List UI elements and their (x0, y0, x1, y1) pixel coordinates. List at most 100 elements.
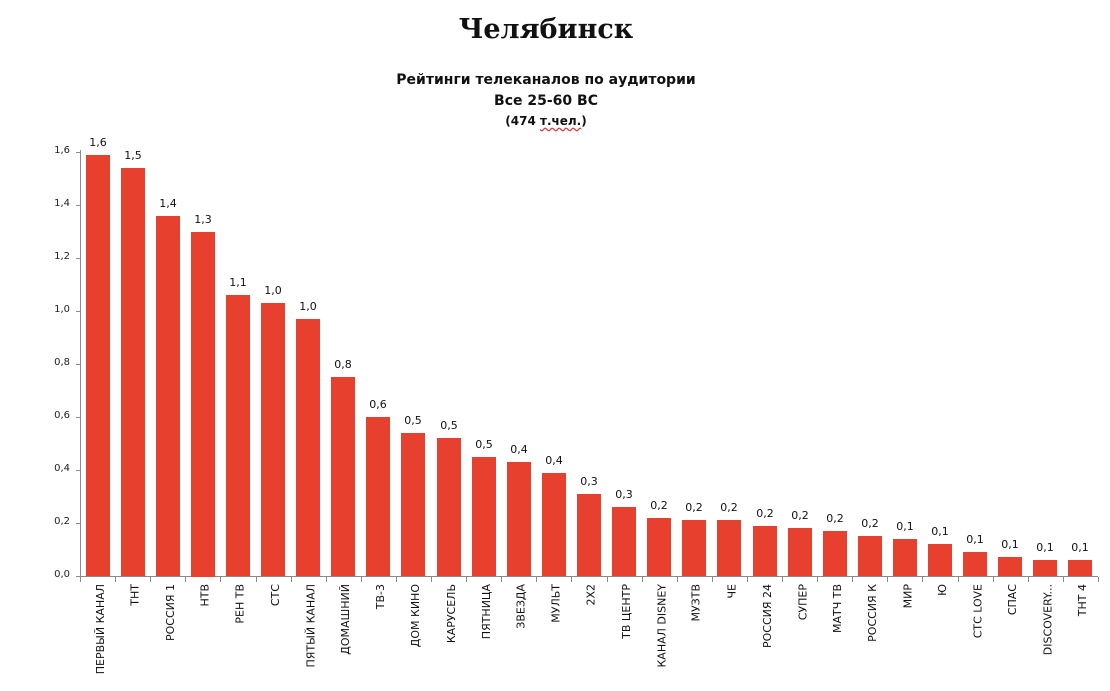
data-label: 0,2 (720, 501, 738, 514)
data-label: 0,5 (475, 438, 493, 451)
x-tick (677, 577, 678, 582)
x-tick (361, 577, 362, 582)
x-tick (817, 577, 818, 582)
bar (963, 552, 987, 576)
chart-subtitle-line2: Все 25-60 ВС (494, 93, 598, 109)
data-label: 0,2 (756, 507, 774, 520)
bar (121, 168, 145, 576)
x-tick (1098, 577, 1099, 582)
y-tick-label: 0,8 (54, 357, 70, 368)
x-category-label-wrap: МУЛЬТ (544, 584, 564, 689)
y-tick-label: 0,6 (54, 410, 70, 421)
bar (788, 528, 812, 576)
y-axis-line (80, 150, 81, 577)
x-category-label-wrap: СТС (263, 584, 283, 689)
y-tick (76, 311, 80, 312)
x-tick (747, 577, 748, 582)
x-category-label-wrap: МИР (895, 584, 915, 689)
x-category-label-wrap: ТВ-3 (368, 584, 388, 689)
x-axis-line (80, 576, 1098, 577)
bar (577, 494, 601, 576)
bar (156, 216, 180, 576)
x-category-label: СТС (269, 584, 282, 607)
data-label: 1,0 (299, 300, 317, 313)
data-label: 0,2 (650, 499, 668, 512)
bar (1068, 560, 1092, 576)
x-category-label-wrap: РЕН ТВ (228, 584, 248, 689)
x-category-label: ТВ-3 (374, 584, 387, 610)
x-category-label: НТВ (199, 584, 212, 607)
x-tick (185, 577, 186, 582)
data-label: 1,1 (229, 276, 247, 289)
bar (261, 303, 285, 576)
x-tick (466, 577, 467, 582)
x-tick (782, 577, 783, 582)
x-category-label: Ю (936, 584, 949, 596)
x-category-label: СТС LOVE (971, 584, 984, 639)
y-tick-label: 1,2 (54, 251, 70, 262)
x-category-label-wrap: СПАС (1000, 584, 1020, 689)
data-label: 1,6 (89, 136, 107, 149)
data-label: 0,1 (896, 520, 914, 533)
x-category-label-wrap: РОССИЯ 24 (755, 584, 775, 689)
bar (893, 539, 917, 576)
x-category-label-wrap: ЧЕ (719, 584, 739, 689)
x-category-label: МИР (901, 584, 914, 609)
x-category-label-wrap: СТС LOVE (965, 584, 985, 689)
x-category-label: РЕН ТВ (234, 584, 247, 624)
x-category-label: ТНТ (129, 584, 142, 606)
x-tick (571, 577, 572, 582)
x-category-label: РОССИЯ 24 (761, 584, 774, 649)
bar (507, 462, 531, 576)
bar (647, 518, 671, 576)
y-tick (76, 523, 80, 524)
data-label: 0,2 (861, 517, 879, 530)
x-category-label-wrap: КАНАЛ DISNEY (649, 584, 669, 689)
x-category-label: СПАС (1006, 584, 1019, 616)
x-category-label-wrap: МАТЧ ТВ (825, 584, 845, 689)
x-tick (1028, 577, 1029, 582)
bar (401, 433, 425, 576)
x-category-label-wrap: DISCOVERY... (1035, 584, 1055, 689)
data-label: 0,1 (966, 533, 984, 546)
x-category-label: КАРУСЕЛЬ (445, 584, 458, 644)
x-category-label-wrap: ТВ ЦЕНТР (614, 584, 634, 689)
x-category-label-wrap: ТНТ 4 (1070, 584, 1090, 689)
bar (928, 544, 952, 576)
x-category-label: ПЯТЫЙ КАНАЛ (304, 584, 317, 668)
bar (682, 520, 706, 576)
x-category-label-wrap: ДОМ КИНО (403, 584, 423, 689)
x-category-label-wrap: Ю (930, 584, 950, 689)
x-tick (501, 577, 502, 582)
subtitle-prefix: (474 (505, 114, 540, 128)
x-tick (431, 577, 432, 582)
x-tick (256, 577, 257, 582)
data-label: 1,0 (264, 284, 282, 297)
y-tick (76, 417, 80, 418)
data-label: 0,2 (791, 509, 809, 522)
y-tick-label: 1,4 (54, 198, 70, 209)
x-category-label: ЧЕ (725, 584, 738, 599)
x-tick (607, 577, 608, 582)
data-label: 0,5 (440, 419, 458, 432)
bar (191, 232, 215, 577)
x-category-label: МУЛЬТ (550, 584, 563, 623)
bar (998, 557, 1022, 576)
x-tick (958, 577, 959, 582)
data-label: 0,4 (545, 454, 563, 467)
x-category-label-wrap: РОССИЯ К (860, 584, 880, 689)
data-label: 0,1 (931, 525, 949, 538)
x-category-label: РОССИЯ 1 (164, 584, 177, 642)
bar (858, 536, 882, 576)
y-tick-label: 1,0 (54, 304, 70, 315)
bar (331, 377, 355, 576)
data-label: 1,3 (194, 213, 212, 226)
y-tick (76, 364, 80, 365)
bar (753, 526, 777, 576)
x-category-label-wrap: ПЯТЫЙ КАНАЛ (298, 584, 318, 689)
data-label: 0,5 (404, 414, 422, 427)
data-label: 1,4 (159, 197, 177, 210)
x-tick (80, 577, 81, 582)
data-label: 0,1 (1001, 538, 1019, 551)
